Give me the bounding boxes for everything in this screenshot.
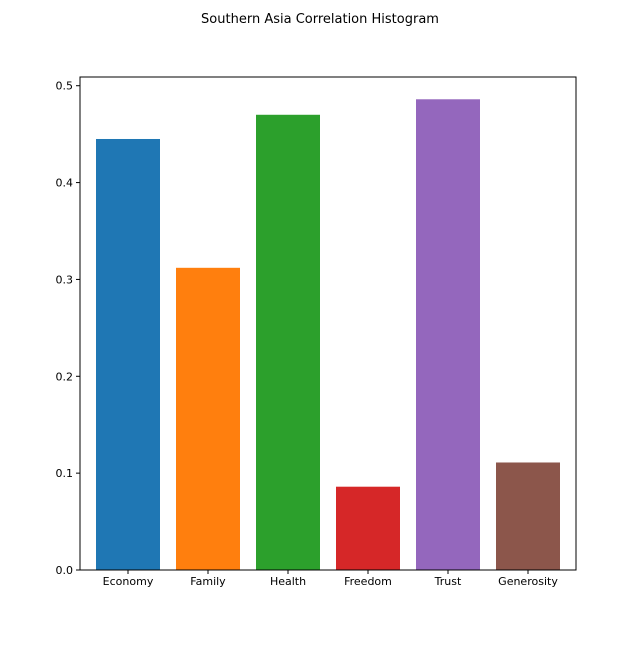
x-tick-label: Economy [103, 575, 154, 588]
x-tick-label: Freedom [344, 575, 392, 588]
y-tick-label: 0.1 [56, 467, 74, 480]
bar-freedom [336, 486, 400, 570]
bar-health [256, 114, 320, 571]
y-tick-label: 0.2 [56, 370, 74, 383]
bar-generosity [496, 462, 560, 570]
y-tick-label: 0.0 [56, 564, 74, 577]
y-tick-label: 0.3 [56, 273, 74, 286]
plot-frame [79, 76, 577, 571]
y-tick-label: 0.4 [56, 177, 74, 190]
chart-title: Southern Asia Correlation Histogram [201, 12, 439, 27]
x-tick-label: Family [190, 575, 226, 588]
bars-layer [96, 99, 560, 571]
bar-family [176, 267, 240, 570]
axes-layer: Economy Family Health Freedom Trust Generosit… [56, 80, 559, 588]
x-tick-label: Generosity [498, 575, 558, 588]
x-tick-label: Trust [434, 575, 462, 588]
x-tick-label: Health [270, 575, 306, 588]
bar-economy [96, 138, 160, 570]
y-tick-label: 0.5 [56, 80, 74, 93]
bar-trust [416, 99, 480, 571]
